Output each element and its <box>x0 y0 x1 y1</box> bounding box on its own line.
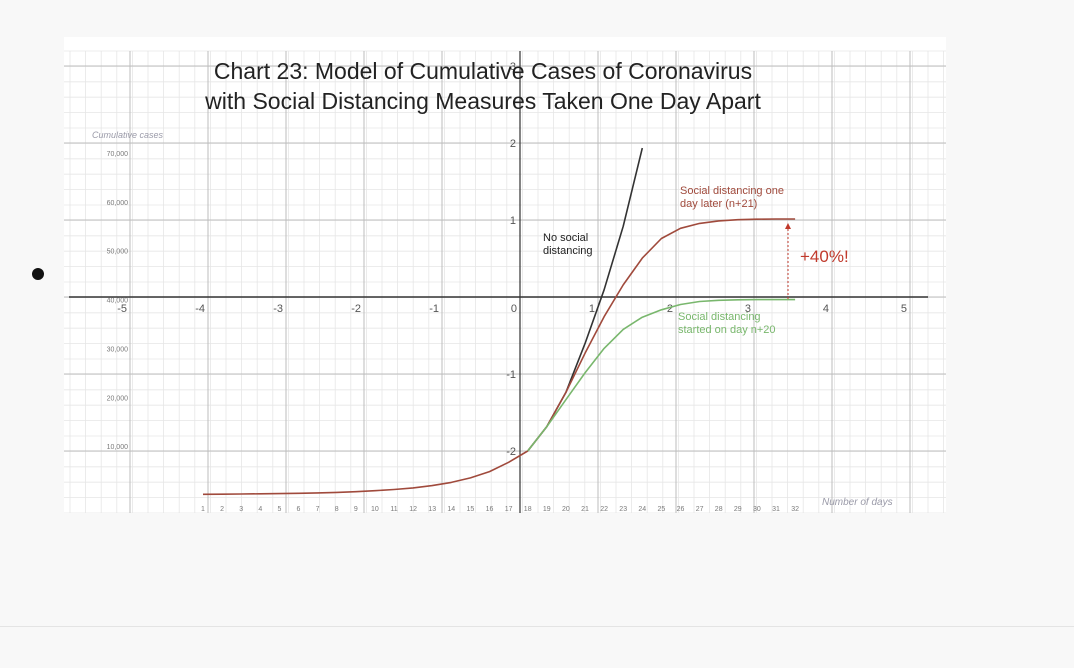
x-tick-label: 9 <box>354 506 358 513</box>
list-bullet <box>32 268 44 280</box>
x-tick-label: 30 <box>753 506 761 513</box>
series-lines <box>202 147 796 496</box>
x-tick-label: 21 <box>581 506 589 513</box>
x-tick-label: 3 <box>239 506 243 513</box>
x-tick-label: 28 <box>715 506 723 513</box>
x-tick-label: 10 <box>371 506 379 513</box>
label-distancing-day-n20: started on day n+20 <box>678 324 776 336</box>
x-tick-label: 2 <box>220 506 224 513</box>
y-tick-label: 50,000 <box>107 249 129 256</box>
overlay-x-tick-label: -1 <box>429 303 439 315</box>
overlay-x-tick-label: 4 <box>823 303 829 315</box>
minor-grid <box>64 50 946 514</box>
overlay-y-tick-label: -1 <box>506 369 516 381</box>
overlay-x-tick-label: -3 <box>273 303 283 315</box>
label-no-social-distancing: No social <box>543 232 588 244</box>
label-distancing-one-day-later: Social distancing one <box>680 185 784 197</box>
x-tick-label: 18 <box>524 506 532 513</box>
overlay-x-tick-label: 1 <box>589 303 595 315</box>
x-tick-label: 19 <box>543 506 551 513</box>
x-tick-label: 16 <box>486 506 494 513</box>
overlay-y-tick-label: 2 <box>510 138 516 150</box>
x-tick-label: 22 <box>600 506 608 513</box>
cumulative-cases-chart: -5 -4 -3 -2 -1 0 1 2 3 4 521-1-23 70,00060,00050,0… <box>64 50 946 514</box>
x-axis-title: Number of days <box>822 497 893 508</box>
y-axis-title: Cumulative cases <box>92 130 164 140</box>
x-tick-label: 12 <box>409 506 417 513</box>
overlay-x-tick-label: 0 <box>511 303 517 315</box>
x-tick-label: 32 <box>791 506 799 513</box>
overlay-x-tick-label: 2 <box>667 303 673 315</box>
x-tick-label: 8 <box>335 506 339 513</box>
x-tick-label: 4 <box>258 506 262 513</box>
chart-title-line-1: Chart 23: Model of Cumulative Cases of C… <box>214 58 752 84</box>
x-tick-label: 23 <box>619 506 627 513</box>
footer-divider <box>0 626 1074 627</box>
overlay-y-tick-label: -2 <box>506 446 516 458</box>
overlay-x-tick-label: -5 <box>117 303 127 315</box>
y-tick-labels: 70,000 60,000 50,000 40,000 30,000 20,000 10,0… <box>107 151 129 451</box>
overlay-x-tick-label: 5 <box>901 303 907 315</box>
overlay-axis-labels: -5 -4 -3 -2 -1 0 1 2 3 4 5 2 1 -1 -2 3 <box>117 61 907 458</box>
x-tick-labels: 1 2 3 4 5 6 7 8 9 10 11 12 13 14 15 16 17 18 19 20 21 22 23 24 2… <box>201 506 799 513</box>
x-tick-label: 6 <box>297 506 301 513</box>
x-tick-label: 11 <box>390 506 397 513</box>
overlay-y-tick-label: 1 <box>510 215 516 227</box>
y-tick-label: 30,000 <box>107 346 129 353</box>
y-tick-label: 60,000 <box>107 200 129 207</box>
series-line-3 <box>527 298 796 452</box>
overlay-y-tick-label: 3 <box>510 61 516 73</box>
x-tick-label: 5 <box>277 506 281 513</box>
x-tick-label: 25 <box>658 506 666 513</box>
x-tick-label: 20 <box>562 506 570 513</box>
y-tick-label: 20,000 <box>107 395 129 402</box>
x-tick-label: 31 <box>772 506 780 513</box>
x-tick-label: 24 <box>638 506 646 513</box>
x-tick-label: 7 <box>316 506 320 513</box>
chart-title-line-2: with Social Distancing Measures Taken On… <box>204 88 761 114</box>
x-tick-label: 13 <box>428 506 436 513</box>
overlay-x-tick-label: -4 <box>195 303 205 315</box>
x-tick-label: 26 <box>677 506 685 513</box>
overlay-x-tick-label: -2 <box>351 303 361 315</box>
x-tick-label: 1 <box>201 506 205 513</box>
increase-label: +40%! <box>800 247 849 266</box>
x-tick-label: 15 <box>467 506 475 513</box>
overlay-axes <box>69 51 928 513</box>
x-tick-label: 27 <box>696 506 704 513</box>
y-tick-label: 10,000 <box>107 444 129 451</box>
label-distancing-day-n20: Social distancing <box>678 311 761 323</box>
series-line-2 <box>202 218 796 496</box>
label-no-social-distancing: distancing <box>543 245 593 257</box>
x-tick-label: 29 <box>734 506 742 513</box>
chart-frame: -5 -4 -3 -2 -1 0 1 2 3 4 5 2 1 -1 -2 3 70,000 60,000 50,0… <box>64 37 946 514</box>
y-tick-label: 40,000 <box>107 298 129 305</box>
label-distancing-one-day-later: day later (n+21) <box>680 198 757 210</box>
overlay-x-tick-label: 3 <box>745 303 751 315</box>
increase-arrow-head <box>785 222 791 229</box>
y-tick-label: 70,000 <box>107 151 129 158</box>
x-tick-label: 17 <box>505 506 513 513</box>
x-tick-label: 14 <box>447 506 455 513</box>
